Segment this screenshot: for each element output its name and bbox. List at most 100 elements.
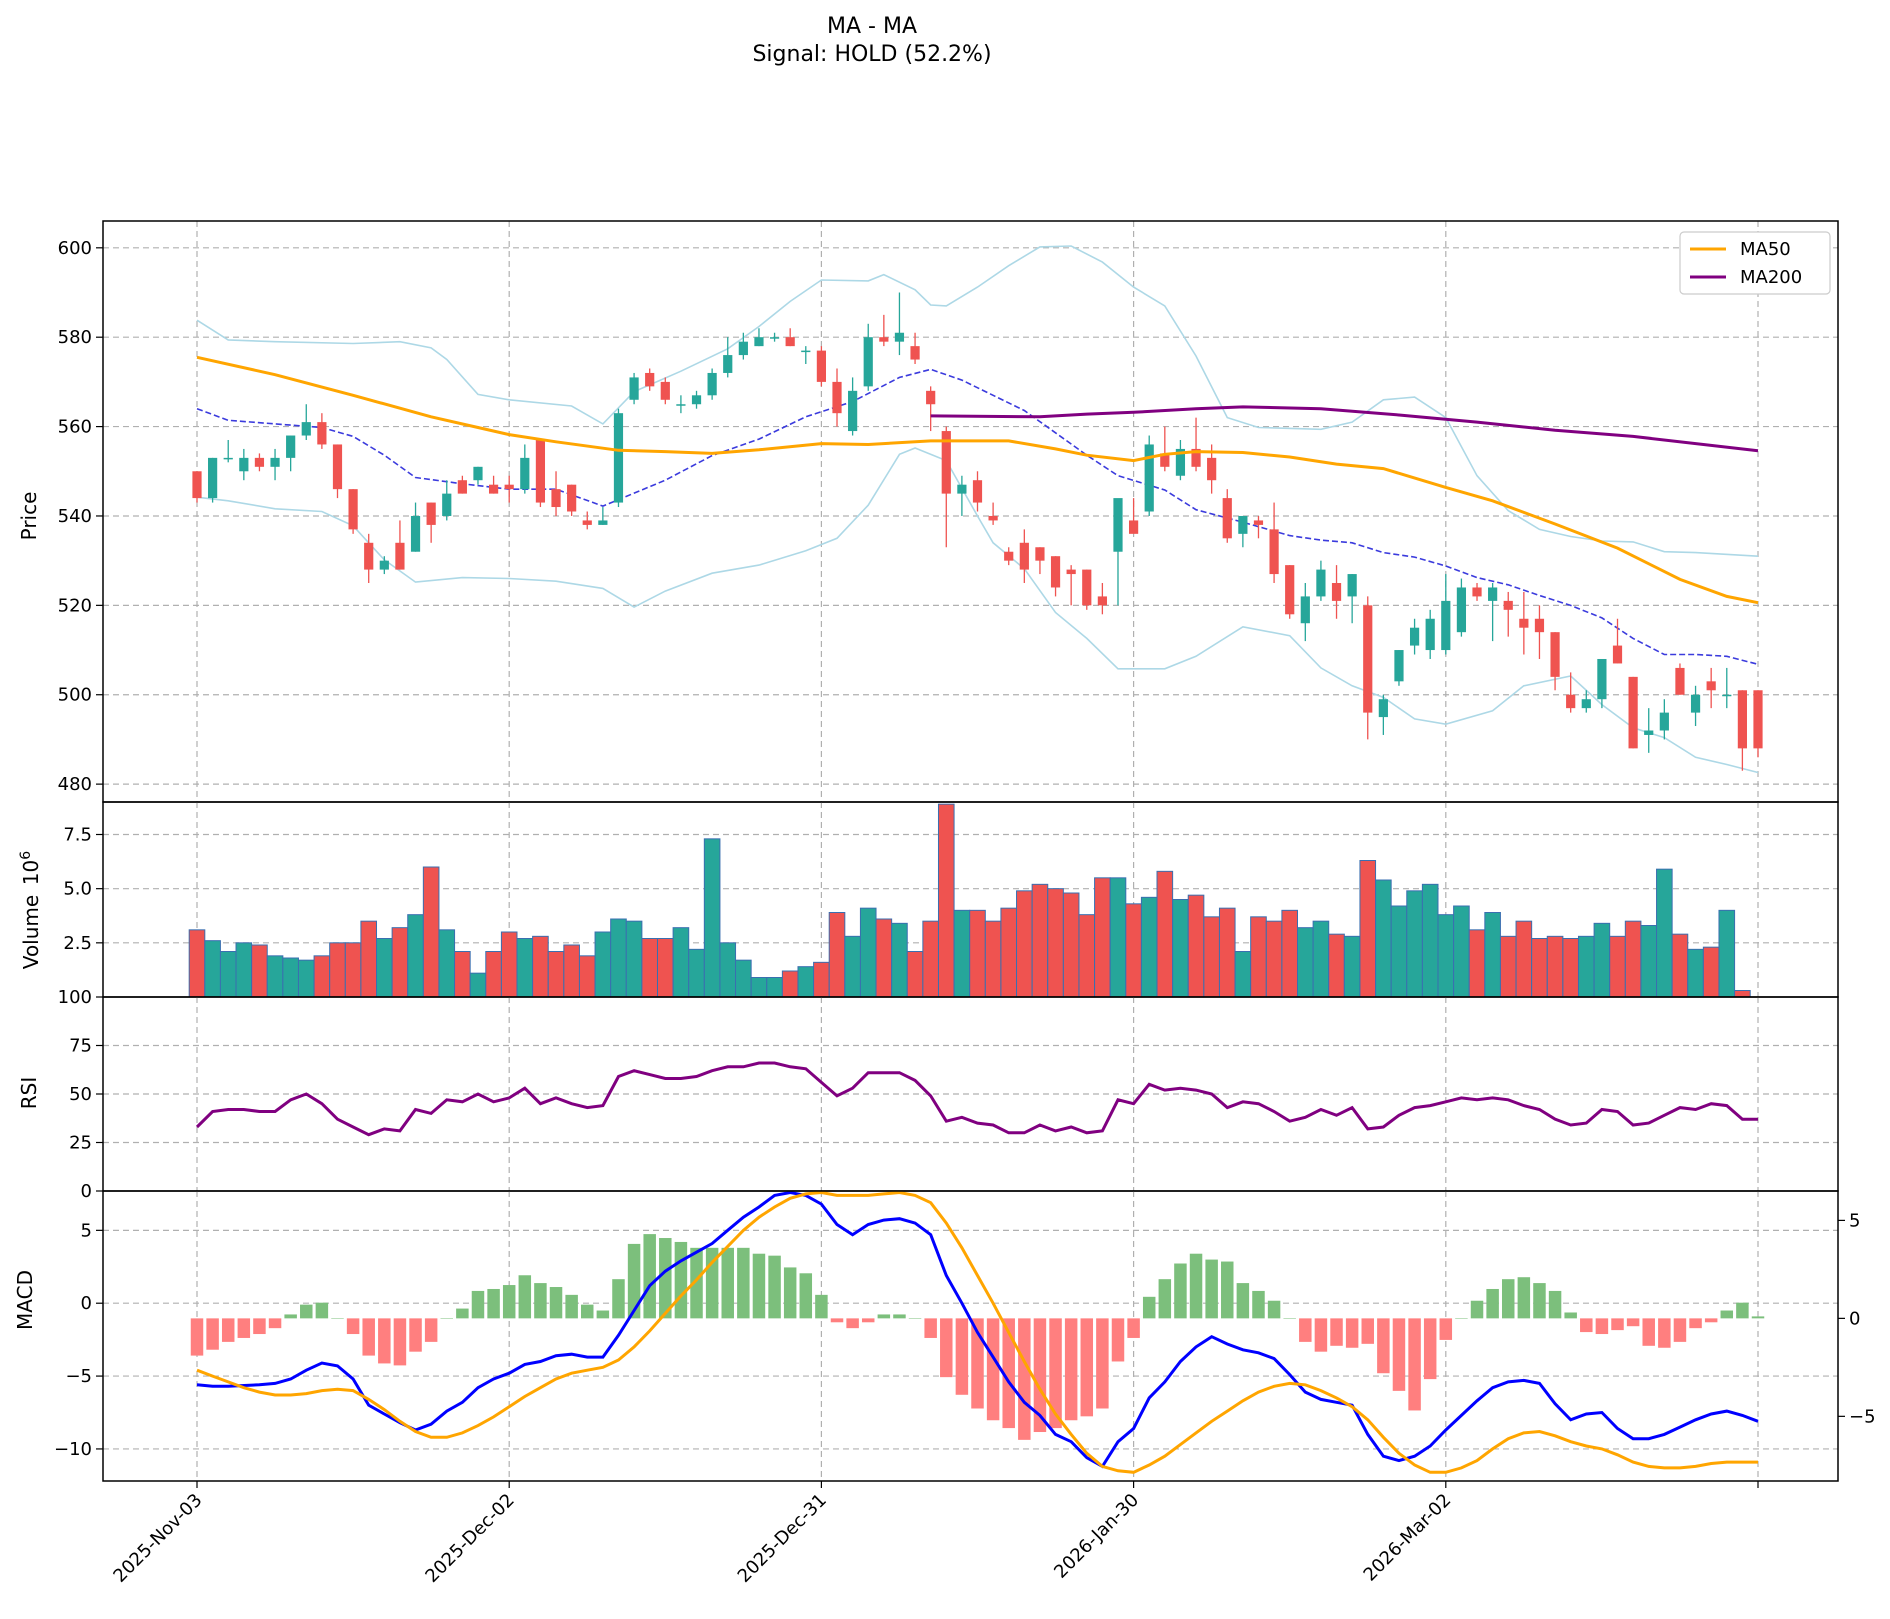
candle-body bbox=[1659, 712, 1669, 731]
macd-histogram-bar bbox=[1018, 1318, 1031, 1440]
y-tick-label: 580 bbox=[58, 327, 92, 348]
macd-histogram-bar bbox=[1736, 1302, 1749, 1319]
candle-body bbox=[301, 422, 311, 436]
macd-histogram-bar bbox=[1751, 1316, 1765, 1319]
bollinger-lower-line bbox=[196, 447, 1759, 774]
candle-body bbox=[894, 332, 905, 342]
candle-body bbox=[317, 422, 327, 445]
volume-bar bbox=[1484, 912, 1501, 998]
candle-body bbox=[1378, 699, 1388, 718]
candle-body bbox=[676, 404, 686, 406]
rsi-axis-label: RSI bbox=[17, 1077, 41, 1110]
volume-bar bbox=[1546, 935, 1564, 998]
macd-histogram-bar bbox=[1423, 1318, 1437, 1380]
volume-bar bbox=[1437, 914, 1455, 998]
volume-bar bbox=[1734, 990, 1751, 998]
volume-bar bbox=[656, 938, 674, 998]
volume-bar bbox=[1031, 883, 1049, 998]
macd-histogram-bar bbox=[300, 1304, 313, 1319]
volume-bar bbox=[1577, 935, 1595, 998]
macd-histogram-bar bbox=[861, 1318, 875, 1323]
y-tick-label: 25 bbox=[69, 1133, 92, 1154]
candle-body bbox=[286, 435, 296, 458]
volume-bar bbox=[297, 959, 315, 998]
volume-bar bbox=[1297, 927, 1314, 998]
volume-bar bbox=[844, 935, 861, 998]
macd-histogram-bar bbox=[1486, 1288, 1499, 1319]
volume-bar bbox=[1406, 890, 1423, 998]
macd-histogram-bar bbox=[284, 1314, 297, 1319]
macd-histogram-bar bbox=[1236, 1283, 1250, 1319]
volume-bar bbox=[329, 942, 346, 998]
volume-bar bbox=[547, 951, 565, 998]
y-tick-label: 50 bbox=[69, 1084, 92, 1105]
candle-body bbox=[1675, 667, 1685, 695]
macd-histogram-bar bbox=[1673, 1318, 1687, 1342]
price-axis-label: Price bbox=[17, 492, 41, 541]
candle-body bbox=[1519, 618, 1529, 628]
volume-bar bbox=[922, 920, 939, 998]
candle-body bbox=[1644, 730, 1654, 735]
candle-body bbox=[1113, 498, 1123, 552]
candle-body bbox=[1597, 658, 1607, 700]
macd-histogram-bar bbox=[1626, 1318, 1640, 1327]
volume-bar bbox=[1343, 935, 1361, 998]
y-tick-label: −5 bbox=[65, 1366, 92, 1387]
y-tick-label: 0 bbox=[1849, 1308, 1860, 1329]
y-tick-label: 500 bbox=[58, 685, 92, 706]
volume-bar bbox=[1047, 888, 1064, 998]
macd-histogram-bar bbox=[1314, 1318, 1328, 1352]
candle-body bbox=[645, 372, 655, 387]
volume-bar bbox=[1656, 868, 1673, 998]
macd-histogram-bar bbox=[409, 1318, 422, 1352]
macd-histogram-bar bbox=[1127, 1318, 1140, 1338]
bollinger-upper-line bbox=[196, 245, 1759, 557]
macd-histogram-bar bbox=[1501, 1279, 1515, 1319]
macd-histogram-bar bbox=[1142, 1296, 1156, 1319]
volume-bar bbox=[1187, 894, 1205, 998]
volume-bar bbox=[1218, 907, 1236, 998]
volume-bar bbox=[438, 929, 456, 998]
y-tick-label: 2.5 bbox=[63, 933, 92, 954]
macd-histogram-bar bbox=[237, 1318, 251, 1338]
legend-ma50-label: MA50 bbox=[1740, 239, 1791, 260]
macd-histogram-bar bbox=[565, 1294, 578, 1319]
macd-histogram-bar bbox=[690, 1247, 703, 1319]
candle-body bbox=[1238, 515, 1248, 534]
candle-body bbox=[504, 484, 514, 490]
volume-bar bbox=[188, 929, 206, 998]
macd-histogram-bar bbox=[1377, 1318, 1390, 1374]
candle-body bbox=[1534, 618, 1545, 633]
macd-histogram-bar bbox=[1408, 1318, 1421, 1411]
volume-bar bbox=[1687, 948, 1704, 998]
candle-body bbox=[254, 457, 265, 467]
candle-body bbox=[879, 337, 889, 342]
macd-signal-line bbox=[196, 1190, 1758, 1474]
volume-bar bbox=[1250, 916, 1267, 998]
macd-histogram-bar bbox=[502, 1285, 516, 1319]
candle-body bbox=[426, 502, 436, 525]
macd-histogram-bar bbox=[768, 1255, 781, 1319]
volume-bar bbox=[828, 912, 846, 998]
macd-histogram-bar bbox=[783, 1267, 797, 1319]
candle-body bbox=[1628, 676, 1638, 749]
volume-bar bbox=[797, 966, 815, 998]
volume-bar bbox=[1609, 935, 1626, 998]
volume-bar bbox=[750, 977, 768, 998]
y-tick-label: 0 bbox=[81, 1293, 92, 1314]
macd-histogram-bar bbox=[1517, 1277, 1531, 1319]
macd-histogram-bar bbox=[1361, 1318, 1374, 1344]
candle-body bbox=[1082, 569, 1092, 606]
macd-histogram-bar bbox=[1658, 1318, 1671, 1348]
candle-body bbox=[1363, 605, 1373, 713]
macd-histogram-bar bbox=[659, 1238, 672, 1319]
macd-histogram-bar bbox=[1704, 1318, 1718, 1323]
candle-body bbox=[457, 480, 467, 494]
volume-bar bbox=[1156, 870, 1174, 998]
volume-bar bbox=[1109, 877, 1127, 998]
macd-histogram-bar bbox=[1189, 1253, 1203, 1319]
candle-body bbox=[816, 350, 826, 382]
macd-histogram-bar bbox=[612, 1279, 625, 1319]
volume-bar bbox=[1140, 896, 1158, 998]
